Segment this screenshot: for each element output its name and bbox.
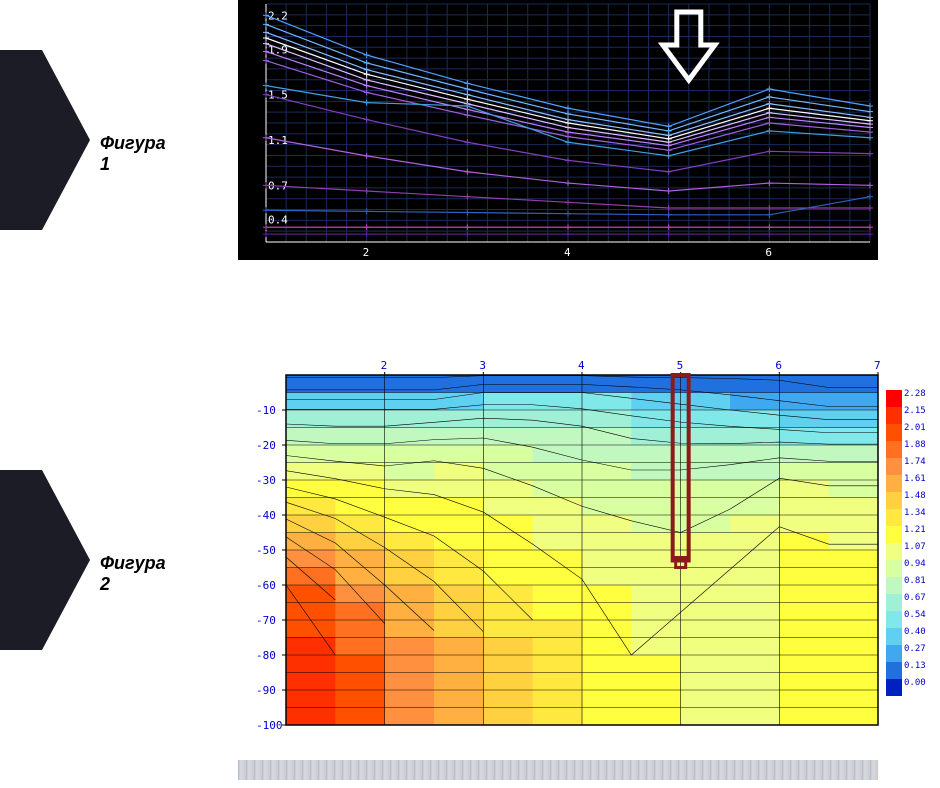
svg-text:0.27: 0.27 bbox=[904, 644, 926, 654]
svg-text:-20: -20 bbox=[256, 439, 276, 452]
svg-text:5: 5 bbox=[677, 359, 684, 372]
svg-text:6: 6 bbox=[775, 359, 782, 372]
line-chart-panel: 0.40.71.11.51.92.2246 bbox=[238, 0, 878, 260]
svg-text:2.28: 2.28 bbox=[904, 389, 926, 399]
svg-text:-10: -10 bbox=[256, 404, 276, 417]
svg-text:0.4: 0.4 bbox=[268, 213, 288, 226]
svg-text:1.1: 1.1 bbox=[268, 134, 288, 147]
svg-text:1.34: 1.34 bbox=[904, 508, 926, 518]
chevron-shape-2 bbox=[0, 470, 90, 650]
figure-2-label: Фигура 2 bbox=[100, 553, 166, 595]
svg-text:1.88: 1.88 bbox=[904, 440, 926, 450]
heatmap-panel: 2 3 4 5 6 7 -10 -20 -30 -40 -50 -60 -70 -80 -90 -100 2.2… bbox=[238, 355, 938, 735]
chevron-shape-1 bbox=[0, 50, 90, 230]
svg-text:1.07: 1.07 bbox=[904, 542, 926, 552]
svg-text:0.40: 0.40 bbox=[904, 627, 926, 637]
svg-text:-80: -80 bbox=[256, 649, 276, 662]
svg-text:-90: -90 bbox=[256, 684, 276, 697]
svg-text:0.13: 0.13 bbox=[904, 661, 926, 671]
svg-text:-50: -50 bbox=[256, 544, 276, 557]
svg-text:2.01: 2.01 bbox=[904, 423, 926, 433]
svg-text:0.81: 0.81 bbox=[904, 576, 926, 586]
figure-1-label: Фигура 1 bbox=[100, 133, 166, 175]
svg-text:2.15: 2.15 bbox=[904, 406, 926, 416]
svg-text:-30: -30 bbox=[256, 474, 276, 487]
svg-text:2: 2 bbox=[363, 246, 370, 259]
svg-text:0.94: 0.94 bbox=[904, 559, 926, 569]
svg-text:-40: -40 bbox=[256, 509, 276, 522]
svg-text:7: 7 bbox=[874, 359, 881, 372]
line-chart-svg: 0.40.71.11.51.92.2246 bbox=[238, 0, 878, 260]
svg-text:1.48: 1.48 bbox=[904, 491, 926, 501]
svg-text:2: 2 bbox=[381, 359, 388, 372]
svg-text:1.74: 1.74 bbox=[904, 457, 926, 467]
svg-text:1.21: 1.21 bbox=[904, 525, 926, 535]
svg-text:1.61: 1.61 bbox=[904, 474, 926, 484]
svg-text:-60: -60 bbox=[256, 579, 276, 592]
svg-text:0.54: 0.54 bbox=[904, 610, 926, 620]
heatmap-svg: 2 3 4 5 6 7 -10 -20 -30 -40 -50 -60 -70 -80 -90 -100 2.2… bbox=[238, 355, 938, 735]
svg-text:0.00: 0.00 bbox=[904, 678, 926, 688]
svg-text:-70: -70 bbox=[256, 614, 276, 627]
svg-text:-100: -100 bbox=[256, 719, 283, 732]
noise-bar bbox=[238, 760, 878, 780]
svg-text:3: 3 bbox=[479, 359, 486, 372]
svg-text:4: 4 bbox=[564, 246, 571, 259]
svg-text:0.67: 0.67 bbox=[904, 593, 926, 603]
svg-text:4: 4 bbox=[578, 359, 585, 372]
svg-text:6: 6 bbox=[765, 246, 772, 259]
